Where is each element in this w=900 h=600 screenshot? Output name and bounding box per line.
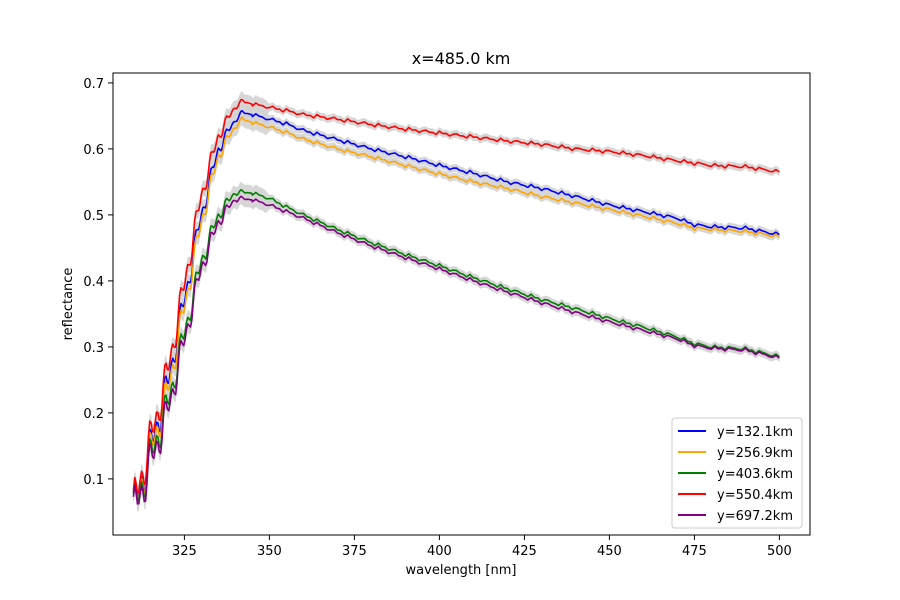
plot-frame bbox=[112, 72, 811, 536]
y-tick-label: 0.4 bbox=[83, 275, 104, 290]
legend-label-y-697-2km: y=697.2km bbox=[717, 509, 793, 524]
x-tick-label: 400 bbox=[427, 544, 452, 559]
y-tick-label: 0.3 bbox=[83, 341, 104, 356]
series-line-y-697-2km bbox=[132, 195, 780, 505]
x-tick-label: 450 bbox=[597, 544, 622, 559]
x-tick-label: 475 bbox=[682, 544, 707, 559]
x-tick-label: 375 bbox=[342, 544, 367, 559]
x-axis-label: wavelength [nm] bbox=[406, 563, 517, 578]
y-tick-label: 0.5 bbox=[83, 209, 104, 224]
uncertainty-bands bbox=[133, 91, 780, 512]
series-lines bbox=[132, 98, 780, 505]
series-line-y-132-1km bbox=[132, 109, 780, 499]
series-line-y-550-4km bbox=[132, 98, 780, 495]
series-line-y-256-9km bbox=[132, 116, 780, 500]
y-tick-label: 0.6 bbox=[83, 143, 104, 158]
legend-label-y-256-9km: y=256.9km bbox=[717, 446, 793, 461]
legend: y=132.1km y=256.9km y=403.6km y=550.4km y=69… bbox=[671, 417, 803, 529]
legend-label-y-403-6km: y=403.6km bbox=[717, 467, 793, 482]
y-axis-ticks: 0.1 0.2 0.3 0.4 0.5 0.6 0.7 bbox=[83, 77, 113, 488]
legend-box bbox=[671, 417, 803, 529]
legend-label-y-132-1km: y=132.1km bbox=[717, 425, 793, 440]
y-axis-label: reflectance bbox=[61, 268, 76, 341]
y-tick-label: 0.1 bbox=[83, 473, 104, 488]
legend-label-y-550-4km: y=550.4km bbox=[717, 488, 793, 503]
x-tick-label: 350 bbox=[257, 544, 282, 559]
x-tick-label: 500 bbox=[767, 544, 792, 559]
x-tick-label: 425 bbox=[512, 544, 537, 559]
chart-title: x=485.0 km bbox=[412, 49, 511, 68]
y-tick-label: 0.2 bbox=[83, 407, 104, 422]
x-tick-label: 325 bbox=[172, 544, 197, 559]
x-axis-ticks: 325 350 375 400 425 450 475 500 bbox=[172, 535, 792, 559]
band-y-256-9km bbox=[133, 109, 780, 507]
series-line-y-403-6km bbox=[132, 189, 780, 502]
y-tick-label: 0.7 bbox=[83, 77, 104, 92]
